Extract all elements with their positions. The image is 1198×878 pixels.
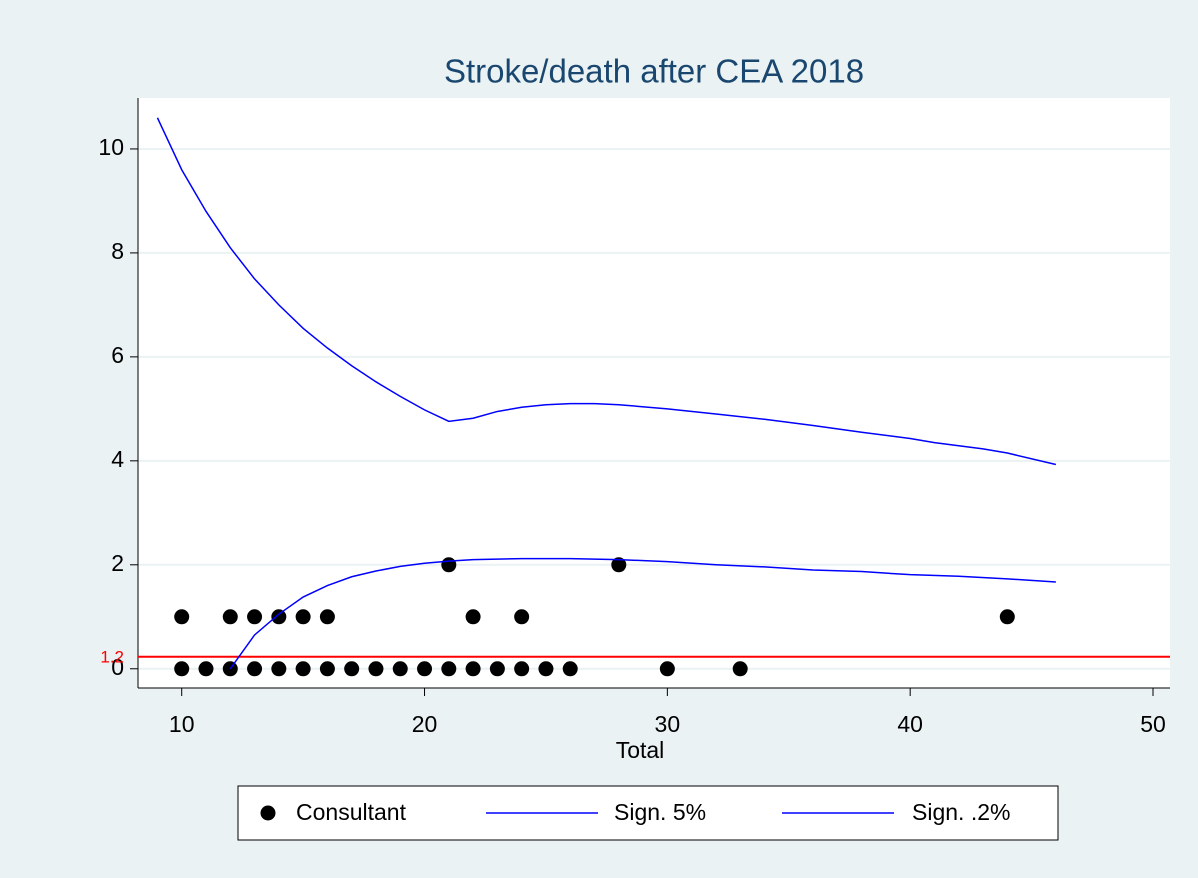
point bbox=[271, 609, 287, 625]
chart-title: Stroke/death after CEA 2018 bbox=[444, 53, 864, 90]
point bbox=[344, 661, 360, 677]
point bbox=[538, 661, 554, 677]
point bbox=[319, 609, 335, 625]
point bbox=[999, 609, 1015, 625]
point bbox=[465, 661, 481, 677]
legend-marker bbox=[260, 805, 276, 821]
line bbox=[229, 557, 1056, 670]
x-tick-label: 30 bbox=[655, 711, 681, 737]
y-tick-label: 6 bbox=[111, 342, 124, 368]
point bbox=[319, 661, 335, 677]
point bbox=[247, 661, 263, 677]
line bbox=[156, 117, 1057, 466]
point bbox=[174, 661, 190, 677]
point bbox=[489, 661, 505, 677]
point bbox=[659, 661, 675, 677]
y-tick-label: 8 bbox=[111, 238, 124, 264]
x-axis-label: Total bbox=[616, 737, 665, 763]
x-tick-label: 10 bbox=[169, 711, 195, 737]
y-tick-label: 4 bbox=[111, 446, 124, 472]
point bbox=[441, 661, 457, 677]
point bbox=[732, 661, 748, 677]
x-tick-label: 50 bbox=[1140, 711, 1166, 737]
point bbox=[392, 661, 408, 677]
point bbox=[562, 661, 578, 677]
plot-area bbox=[138, 98, 1170, 688]
y-tick-label: 0 bbox=[111, 654, 124, 680]
point bbox=[368, 661, 384, 677]
point bbox=[271, 661, 287, 677]
point bbox=[465, 609, 481, 625]
point bbox=[295, 661, 311, 677]
point bbox=[222, 609, 238, 625]
point bbox=[417, 661, 433, 677]
legend-label: Consultant bbox=[296, 799, 407, 825]
point bbox=[514, 609, 530, 625]
point bbox=[611, 557, 627, 573]
point bbox=[441, 557, 457, 573]
legend bbox=[237, 785, 1059, 841]
point bbox=[514, 661, 530, 677]
legend-label: Sign. 5% bbox=[614, 799, 706, 825]
reference-label: 1.2 bbox=[100, 647, 124, 666]
legend-label: Sign. .2% bbox=[912, 799, 1010, 825]
point bbox=[198, 661, 214, 677]
point bbox=[247, 609, 263, 625]
x-tick-label: 20 bbox=[412, 711, 438, 737]
y-tick-label: 10 bbox=[98, 134, 124, 160]
point bbox=[174, 609, 190, 625]
y-tick-label: 2 bbox=[111, 550, 124, 576]
point bbox=[295, 609, 311, 625]
x-tick-label: 40 bbox=[897, 711, 923, 737]
